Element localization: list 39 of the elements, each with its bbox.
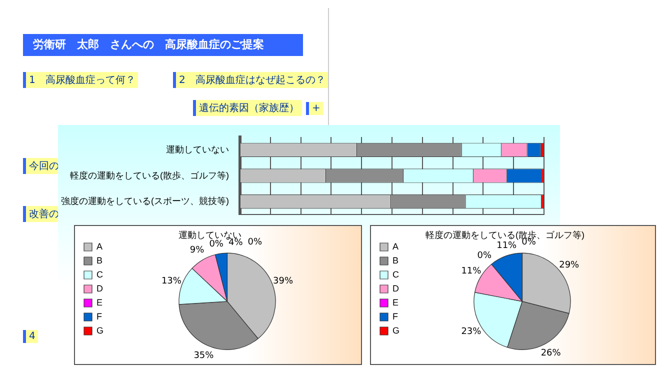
legend-label: A: [392, 241, 399, 252]
text: 2 高尿酸血症はなぜ起こるの？: [173, 72, 328, 88]
y-tick-label: 強度の運動をしている(スポーツ、競技等): [60, 196, 229, 206]
text: 0%: [248, 237, 262, 248]
legend-label: D: [392, 283, 400, 294]
legend-label: B: [96, 255, 103, 266]
data-label: 4%: [228, 238, 244, 248]
data-label: 23%: [461, 326, 482, 337]
text: 4: [23, 330, 38, 343]
text: 0%: [477, 251, 492, 262]
legend-label: G: [96, 325, 104, 336]
data-label: 11%: [461, 266, 482, 277]
legend-label: C: [96, 269, 104, 280]
legend-label: C: [392, 269, 400, 280]
text: 労衛研 太郎 さんへの 高尿酸血症のご提案: [23, 34, 303, 56]
data-label: 35%: [194, 351, 214, 362]
legend-label: B: [392, 255, 399, 266]
text: 1 高尿酸血症って何？: [23, 72, 138, 88]
data-label: 11%: [496, 240, 518, 251]
text: +: [306, 102, 324, 115]
text: 0%: [209, 239, 224, 250]
legend-label: A: [96, 241, 103, 252]
y-tick-label: 運動していない: [166, 144, 229, 154]
legend-label: F: [96, 311, 102, 322]
legend-label: D: [96, 283, 104, 294]
data-label: 26%: [540, 348, 562, 359]
y-tick-label: 軽度の運動をしている(散歩、ゴルフ等): [70, 170, 229, 180]
data-label: 13%: [161, 276, 182, 287]
data-label: 9%: [190, 246, 205, 256]
text: 0%: [522, 237, 536, 248]
data-label: 29%: [559, 260, 580, 270]
legend-label: G: [392, 325, 400, 336]
text: 遺伝的素因（家族歴）: [193, 100, 302, 116]
chart-title: 運動していない: [178, 230, 242, 240]
legend-label: E: [96, 297, 103, 308]
legend-label: E: [392, 297, 399, 308]
chart-title: 軽度の運動をしている(散歩、ゴルフ等): [426, 230, 584, 240]
data-label: 39%: [273, 276, 294, 287]
legend-label: F: [392, 311, 398, 322]
